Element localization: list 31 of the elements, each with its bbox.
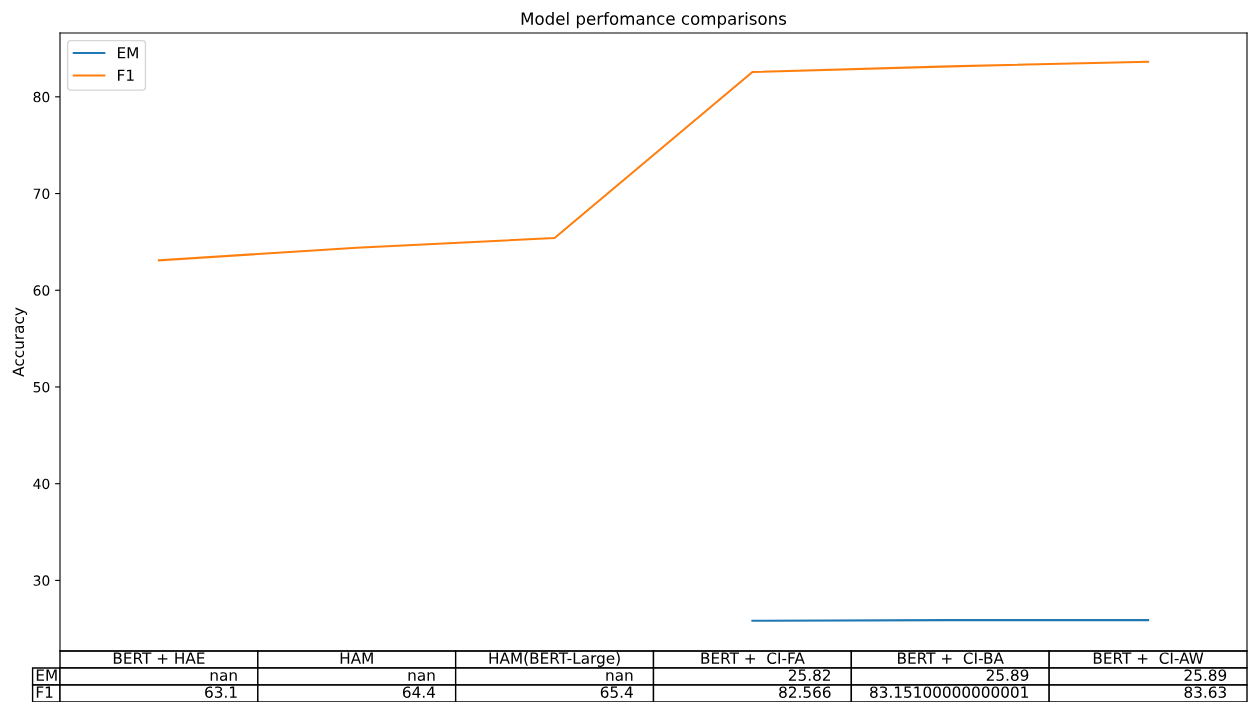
data-label: 64.4 xyxy=(402,686,436,698)
data-label: 83.15100000000001 xyxy=(870,686,1028,698)
data-label: 25.82 xyxy=(788,669,831,681)
y-tick-label: 70 xyxy=(33,188,50,200)
x-tick-label: BERT + CI-FA xyxy=(701,652,805,664)
data-label: 25.89 xyxy=(1184,669,1227,681)
text: nan xyxy=(210,672,237,681)
y-tick-label: 30 xyxy=(33,575,50,586)
text: F1 xyxy=(36,686,53,698)
line-series xyxy=(157,60,1150,262)
text: EM xyxy=(36,669,57,681)
x-tick-label: BERT + CI-AW xyxy=(1093,652,1204,664)
y-tick-label: 80 xyxy=(33,91,50,103)
data-label: 63.1 xyxy=(205,686,237,698)
data-label: 65.4 xyxy=(600,686,633,698)
legend-label: F1 xyxy=(118,69,134,81)
y-tick-label: 50 xyxy=(33,381,50,393)
data-label: 25.89 xyxy=(986,669,1029,681)
y-tick-label: 60 xyxy=(33,285,50,296)
x-tick-label: HAM(BERT-Large) xyxy=(489,652,620,667)
text: nan xyxy=(606,672,633,681)
y-axis-title: Accuracy xyxy=(12,307,28,377)
x-tick-label: BERT + HAE xyxy=(113,652,205,664)
text: nan xyxy=(408,672,435,681)
legend-label: EM xyxy=(118,47,138,59)
x-tick-label: HAM xyxy=(340,652,373,664)
data-label: 83.63 xyxy=(1184,686,1226,698)
data-label: 82.566 xyxy=(779,686,831,698)
y-tick-label: 40 xyxy=(33,478,50,490)
chart-title: Model perfomance comparisons xyxy=(521,12,787,29)
x-tick-label: BERT + CI-BA xyxy=(898,652,1004,664)
